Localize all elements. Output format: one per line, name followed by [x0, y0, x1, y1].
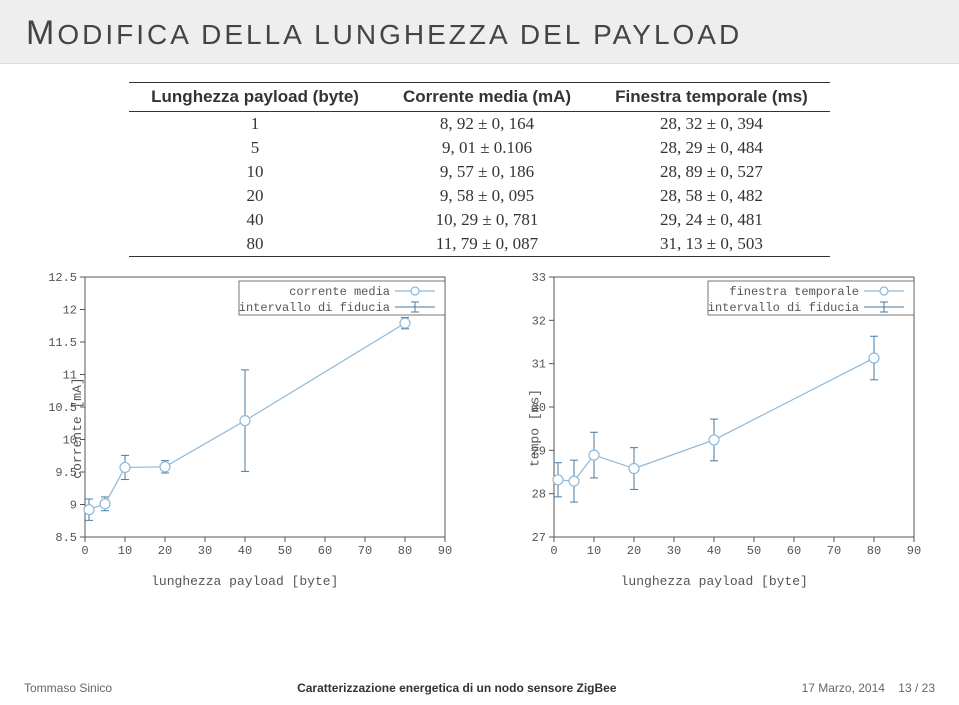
footer-title: Caratterizzazione energetica di un nodo …: [297, 681, 616, 695]
footer-page: 13 / 23: [898, 681, 935, 695]
svg-text:70: 70: [827, 544, 841, 558]
svg-text:corrente media: corrente media: [289, 285, 390, 299]
table-row: 109, 57 ± 0, 18628, 89 ± 0, 527: [129, 160, 830, 184]
svg-text:10: 10: [118, 544, 132, 558]
svg-text:27: 27: [532, 531, 546, 545]
xlabel-right: lunghezza payload [byte]: [504, 574, 924, 589]
table-cell: 28, 29 ± 0, 484: [593, 136, 830, 160]
svg-text:8.5: 8.5: [55, 531, 77, 545]
xlabel-left: lunghezza payload [byte]: [35, 574, 455, 589]
chart-current-svg: 01020304050607080908.599.51010.51111.512…: [35, 267, 455, 567]
svg-text:0: 0: [551, 544, 558, 558]
svg-text:40: 40: [707, 544, 721, 558]
table-row: 4010, 29 ± 0, 78129, 24 ± 0, 481: [129, 208, 830, 232]
footer-date: 17 Marzo, 2014: [802, 681, 885, 695]
svg-text:20: 20: [627, 544, 641, 558]
svg-text:0: 0: [81, 544, 88, 558]
ylabel-left: corrente [mA]: [70, 377, 85, 478]
table-row: 59, 01 ± 0.10628, 29 ± 0, 484: [129, 136, 830, 160]
table-cell: 40: [129, 208, 381, 232]
footer-author: Tommaso Sinico: [24, 681, 112, 695]
svg-text:30: 30: [198, 544, 212, 558]
table-cell: 28, 58 ± 0, 482: [593, 184, 830, 208]
table-cell: 31, 13 ± 0, 503: [593, 232, 830, 257]
table-cell: 8, 92 ± 0, 164: [381, 112, 593, 137]
table-cell: 20: [129, 184, 381, 208]
table-row: 209, 58 ± 0, 09528, 58 ± 0, 482: [129, 184, 830, 208]
chart-current: corrente [mA] 01020304050607080908.599.5…: [35, 267, 455, 589]
table-cell: 29, 24 ± 0, 481: [593, 208, 830, 232]
svg-text:31: 31: [532, 358, 546, 372]
slide-title-text: ODIFICA DELLA LUNGHEZZA DEL PAYLOAD: [57, 19, 742, 50]
ylabel-right: tempo [ms]: [528, 389, 543, 467]
svg-text:32: 32: [532, 314, 546, 328]
svg-text:60: 60: [787, 544, 801, 558]
th-window: Finestra temporale (ms): [593, 83, 830, 112]
th-payload: Lunghezza payload (byte): [129, 83, 381, 112]
chart-time-svg: 010203040506070809027282930313233finestr…: [504, 267, 924, 567]
table-row: 18, 92 ± 0, 16428, 32 ± 0, 394: [129, 112, 830, 137]
svg-text:60: 60: [318, 544, 332, 558]
chart-time: tempo [ms] 01020304050607080902728293031…: [504, 267, 924, 589]
svg-text:90: 90: [438, 544, 452, 558]
svg-text:12: 12: [62, 304, 76, 318]
svg-text:33: 33: [532, 271, 546, 285]
data-table: Lunghezza payload (byte) Corrente media …: [129, 82, 830, 257]
data-table-wrap: Lunghezza payload (byte) Corrente media …: [0, 82, 959, 257]
slide-title: MODIFICA DELLA LUNGHEZZA DEL PAYLOAD: [26, 14, 933, 53]
table-cell: 9, 01 ± 0.106: [381, 136, 593, 160]
svg-text:finestra temporale: finestra temporale: [730, 285, 860, 299]
th-current: Corrente media (mA): [381, 83, 593, 112]
footer-right: 17 Marzo, 2014 13 / 23: [802, 681, 935, 695]
table-cell: 9, 57 ± 0, 186: [381, 160, 593, 184]
svg-text:20: 20: [158, 544, 172, 558]
svg-text:70: 70: [358, 544, 372, 558]
table-row: 8011, 79 ± 0, 08731, 13 ± 0, 503: [129, 232, 830, 257]
svg-text:50: 50: [278, 544, 292, 558]
svg-text:40: 40: [238, 544, 252, 558]
footer: Tommaso Sinico Caratterizzazione energet…: [0, 681, 959, 695]
svg-text:9: 9: [70, 499, 77, 513]
table-cell: 9, 58 ± 0, 095: [381, 184, 593, 208]
table-cell: 5: [129, 136, 381, 160]
svg-text:90: 90: [907, 544, 921, 558]
table-cell: 10, 29 ± 0, 781: [381, 208, 593, 232]
table-cell: 11, 79 ± 0, 087: [381, 232, 593, 257]
svg-text:30: 30: [667, 544, 681, 558]
svg-text:50: 50: [747, 544, 761, 558]
svg-text:28: 28: [532, 488, 546, 502]
svg-text:80: 80: [398, 544, 412, 558]
svg-text:intervallo di fiducia: intervallo di fiducia: [239, 301, 390, 315]
table-header-row: Lunghezza payload (byte) Corrente media …: [129, 83, 830, 112]
table-cell: 28, 32 ± 0, 394: [593, 112, 830, 137]
table-cell: 1: [129, 112, 381, 137]
table-cell: 28, 89 ± 0, 527: [593, 160, 830, 184]
table-cell: 10: [129, 160, 381, 184]
table-cell: 80: [129, 232, 381, 257]
svg-text:11.5: 11.5: [48, 336, 77, 350]
svg-text:10: 10: [587, 544, 601, 558]
svg-text:12.5: 12.5: [48, 271, 77, 285]
svg-text:80: 80: [867, 544, 881, 558]
svg-text:intervallo di fiducia: intervallo di fiducia: [708, 301, 859, 315]
slide-title-bar: MODIFICA DELLA LUNGHEZZA DEL PAYLOAD: [0, 0, 959, 64]
charts-row: corrente [mA] 01020304050607080908.599.5…: [0, 267, 959, 589]
